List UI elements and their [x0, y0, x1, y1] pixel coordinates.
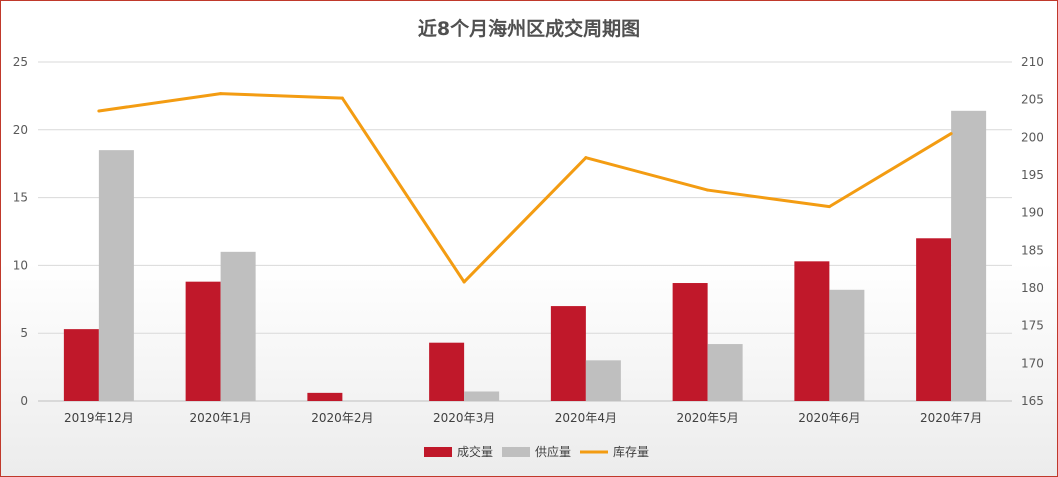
bar	[307, 392, 343, 401]
legend-label: 供应量	[535, 444, 571, 459]
y2-tick-label: 170	[1021, 356, 1044, 370]
x-tick-label: 2019年12月	[64, 411, 134, 425]
x-tick-label: 2020年4月	[555, 411, 617, 425]
line-point	[219, 92, 223, 96]
y-tick-label: 20	[13, 123, 28, 137]
y2-tick-label: 205	[1021, 93, 1044, 107]
bar	[916, 238, 952, 401]
line-series	[98, 92, 952, 284]
x-tick-label: 2020年3月	[433, 411, 495, 425]
x-tick-label: 2020年6月	[798, 411, 860, 425]
bar	[951, 110, 987, 401]
y2-tick-label: 165	[1021, 394, 1044, 408]
y-tick-label: 5	[20, 326, 28, 340]
bar	[63, 329, 99, 401]
line-point	[827, 205, 831, 209]
x-tick-label: 2020年7月	[920, 411, 982, 425]
legend-label: 库存量	[613, 444, 649, 459]
bar	[794, 261, 830, 401]
line-point	[706, 188, 710, 192]
y-tick-label: 0	[20, 394, 28, 408]
bar	[98, 150, 134, 401]
bar	[429, 342, 465, 401]
line-point	[340, 96, 344, 100]
y2-tick-label: 195	[1021, 168, 1044, 182]
y2-tick-label: 200	[1021, 130, 1044, 144]
bar	[829, 289, 865, 401]
y2-tick-label: 190	[1021, 206, 1044, 220]
x-tick-label: 2020年5月	[677, 411, 739, 425]
bar	[185, 281, 221, 401]
legend-swatch	[502, 447, 530, 457]
y2-tick-label: 210	[1021, 55, 1044, 69]
legend-swatch	[424, 447, 452, 457]
y2-tick-label: 175	[1021, 319, 1044, 333]
y-tick-label: 15	[13, 191, 28, 205]
x-tick-label: 2020年1月	[190, 411, 252, 425]
bar	[585, 360, 621, 401]
bar	[464, 391, 500, 401]
bar	[550, 306, 586, 401]
y2-tick-label: 180	[1021, 281, 1044, 295]
bar	[707, 344, 743, 401]
y2-tick-label: 185	[1021, 243, 1044, 257]
y-tick-label: 10	[13, 258, 28, 272]
bar	[672, 283, 708, 401]
y-tick-label: 25	[13, 55, 28, 69]
legend-label: 成交量	[457, 444, 493, 459]
line-point	[97, 109, 101, 113]
line-point	[584, 156, 588, 160]
bar	[220, 251, 256, 401]
x-tick-label: 2020年2月	[311, 411, 373, 425]
line-point	[949, 132, 953, 136]
line-point	[462, 280, 466, 284]
chart-title: 近8个月海州区成交周期图	[417, 18, 641, 40]
